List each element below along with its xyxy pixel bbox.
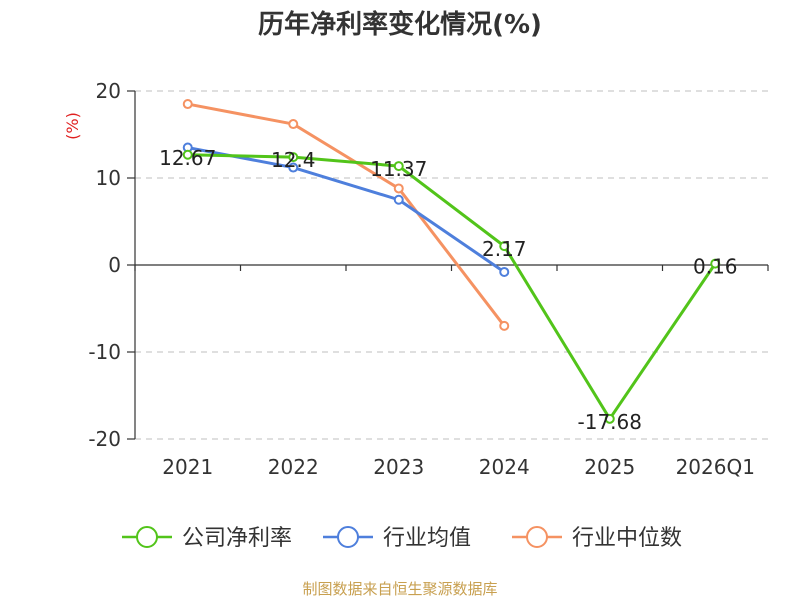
x-tick-label: 2022	[268, 455, 319, 479]
data-label: -17.68	[578, 410, 642, 434]
legend-label: 行业均值	[383, 526, 471, 551]
x-tick-label: 2025	[584, 455, 635, 479]
data-point	[288, 152, 299, 163]
chart-title: 历年净利率变化情况(%)	[258, 10, 542, 40]
data-point	[499, 241, 510, 252]
data-point	[288, 162, 299, 173]
data-label: 0.16	[693, 255, 738, 279]
data-point	[393, 161, 404, 172]
data-label: 12.4	[271, 148, 316, 172]
data-point	[499, 266, 510, 277]
data-point	[182, 149, 193, 160]
legend-label: 行业中位数	[572, 526, 682, 551]
y-tick-label: -10	[88, 340, 121, 364]
series-line-1	[187, 146, 506, 274]
data-point	[288, 119, 299, 130]
series-line-0	[187, 153, 717, 421]
data-point	[182, 99, 193, 110]
data-point	[604, 413, 615, 424]
y-tick-label: -20	[88, 427, 121, 451]
data-label: 12.67	[159, 146, 216, 170]
x-tick-label: 2021	[162, 455, 213, 479]
data-label: 11.37	[370, 157, 427, 181]
legend-marker	[526, 526, 548, 548]
data-point	[499, 320, 510, 331]
y-axis-title: (%)	[63, 112, 82, 140]
data-point	[393, 194, 404, 205]
data-point	[710, 258, 721, 269]
legend-marker	[136, 526, 158, 548]
source-note: 制图数据来自恒生聚源数据库	[302, 580, 498, 598]
x-tick-label: 2023	[373, 455, 424, 479]
y-tick-label: 10	[96, 166, 121, 190]
data-point	[393, 183, 404, 194]
y-tick-label: 20	[96, 79, 121, 103]
legend-label: 公司净利率	[182, 526, 292, 551]
data-label: 2.17	[482, 237, 527, 261]
series-line-2	[187, 102, 506, 327]
y-tick-label: 0	[108, 253, 121, 277]
x-tick-label: 2024	[479, 455, 530, 479]
legend-marker	[337, 526, 359, 548]
x-tick-label: 2026Q1	[676, 455, 755, 479]
